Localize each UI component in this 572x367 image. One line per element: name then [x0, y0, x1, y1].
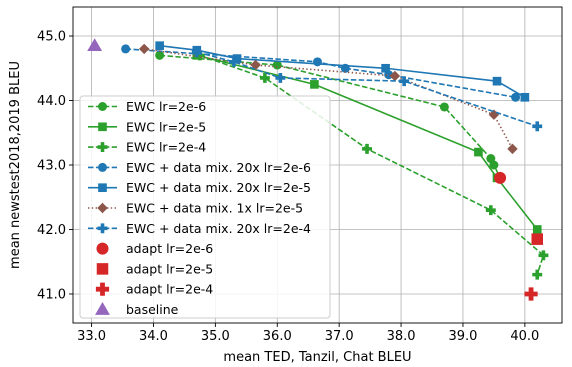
legend-label: EWC + data mix. 20x lr=2e-6	[126, 160, 311, 175]
legend: EWC lr=2e-6 EWC lr=2e-5 EWC lr=2e-4 EWC + d…	[79, 95, 331, 319]
data-point	[310, 80, 319, 89]
series-9	[524, 287, 538, 301]
y-axis-label: mean newstest2018,2019 BLEU	[8, 61, 23, 269]
series-line	[159, 44, 526, 98]
legend-swatch-marker	[98, 183, 107, 193]
legend-swatch-marker	[97, 202, 108, 214]
legend-swatch-marker	[98, 122, 107, 132]
data-point	[489, 160, 499, 170]
legend-swatch-marker	[98, 102, 107, 111]
data-point	[507, 143, 518, 155]
data-point	[121, 44, 131, 54]
legend-item: baseline	[95, 302, 179, 317]
legend-item: EWC + data mix. 20x lr=2e-6	[88, 160, 311, 175]
x-tick-label: 33.0	[77, 329, 106, 344]
y-tick-label: 44.0	[37, 94, 66, 109]
data-point	[524, 287, 538, 301]
data-point	[474, 147, 483, 157]
data-point	[520, 92, 530, 102]
data-point	[531, 233, 544, 245]
data-point	[439, 102, 449, 112]
legend-item: EWC lr=2e-5	[88, 119, 206, 134]
legend-label: baseline	[126, 302, 179, 317]
data-point	[228, 56, 239, 67]
data-point	[259, 72, 270, 83]
legend-item: EWC lr=2e-6	[88, 99, 206, 114]
data-point	[191, 47, 202, 58]
data-point	[399, 76, 410, 87]
y-tick-label: 43.0	[37, 159, 66, 174]
legend-swatch-marker	[97, 223, 108, 234]
x-tick-label: 38.0	[387, 329, 416, 344]
series-2	[194, 50, 549, 280]
series-group	[87, 38, 549, 301]
x-tick-label: 39.0	[448, 329, 477, 344]
data-point	[232, 54, 242, 63]
data-point	[155, 50, 165, 60]
series-3	[121, 44, 521, 102]
data-point	[485, 205, 496, 216]
data-point	[194, 50, 205, 61]
data-point	[494, 171, 507, 184]
legend-item: EWC + data mix. 20x lr=2e-5	[88, 180, 311, 195]
legend-label: EWC lr=2e-6	[126, 99, 206, 114]
legend-label: EWC lr=2e-4	[126, 140, 206, 155]
legend-label: adapt lr=2e-5	[126, 261, 213, 276]
legend-item: adapt lr=2e-4	[95, 282, 213, 297]
data-point	[155, 41, 164, 51]
series-6	[191, 47, 543, 132]
series-8	[531, 233, 544, 245]
legend-swatch-marker	[98, 162, 107, 172]
legend-label: EWC + data mix. 1x lr=2e-5	[126, 201, 303, 216]
legend-label: adapt lr=2e-4	[126, 282, 213, 297]
data-point	[532, 269, 543, 280]
data-point	[362, 143, 372, 154]
data-point	[87, 38, 103, 52]
legend-label: EWC + data mix. 20x lr=2e-5	[126, 180, 311, 195]
data-point	[532, 121, 543, 132]
data-point	[381, 63, 390, 73]
data-point	[138, 43, 150, 55]
y-tick-label: 45.0	[37, 30, 66, 45]
data-point	[538, 250, 549, 261]
legend-label: EWC lr=2e-5	[126, 119, 206, 134]
legend-item: adapt lr=2e-5	[96, 261, 213, 276]
legend-swatch-marker	[96, 263, 109, 275]
legend-item: EWC + data mix. 20x lr=2e-4	[88, 221, 311, 236]
series-10	[87, 38, 103, 52]
data-point	[532, 225, 542, 234]
legend-label: EWC + data mix. 20x lr=2e-4	[126, 221, 311, 236]
legend-label: adapt lr=2e-6	[126, 241, 213, 256]
x-tick-label: 40.0	[510, 329, 539, 344]
legend-swatch-marker	[95, 282, 110, 296]
x-axis-label: mean TED, Tanzil, Chat BLEU	[223, 350, 411, 365]
x-tick-label: 35.0	[201, 329, 230, 344]
series-7	[494, 171, 507, 184]
y-tick-label: 41.0	[37, 287, 66, 302]
data-point	[389, 70, 401, 82]
data-point	[275, 72, 286, 83]
legend-swatch-marker	[96, 242, 109, 255]
legend-item: EWC lr=2e-4	[88, 140, 206, 155]
legend-item: EWC + data mix. 1x lr=2e-5	[88, 201, 303, 216]
data-point	[313, 57, 322, 67]
x-tick-label: 36.0	[263, 329, 292, 344]
legend-item: adapt lr=2e-6	[96, 241, 213, 256]
data-point	[511, 92, 521, 102]
axis-ticks: 33.0 34.0 35.0 36.0 37.0 38.0 39.0 40.0 41.0 42.0…	[37, 30, 539, 344]
legend-box	[79, 95, 331, 319]
x-tick-label: 37.0	[325, 329, 354, 344]
data-point	[272, 60, 282, 70]
legend-swatch-marker	[97, 142, 108, 153]
x-tick-label: 34.0	[139, 329, 168, 344]
data-point	[492, 76, 502, 86]
y-tick-label: 42.0	[37, 223, 66, 238]
legend-swatch-marker	[95, 302, 110, 315]
series-line	[125, 48, 516, 99]
